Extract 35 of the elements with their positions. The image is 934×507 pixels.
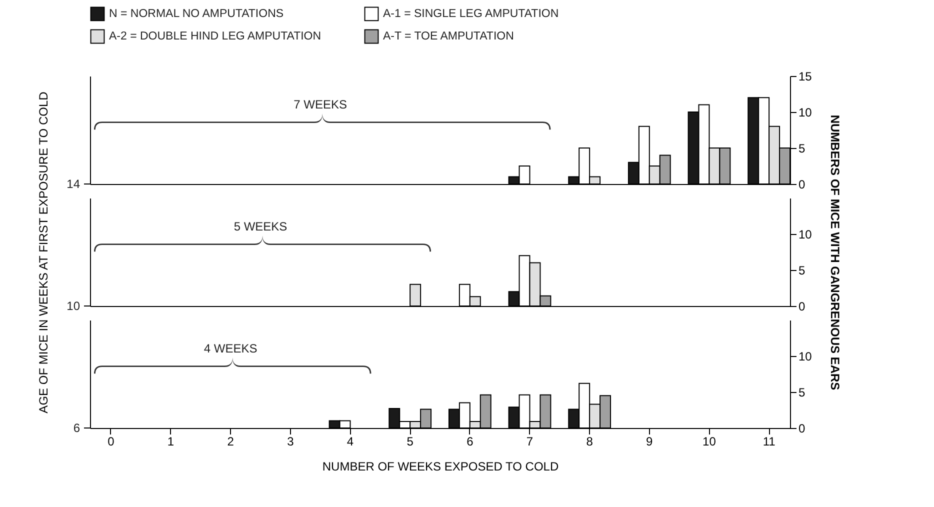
x-axis-title: NUMBER OF WEEKS EXPOSED TO COLD (322, 460, 559, 474)
annotation: 4 WEEKS (204, 342, 258, 356)
x-tick-label: 6 (466, 434, 474, 448)
x-tick-label: 0 (108, 434, 115, 448)
y2-tick-label: 15 (798, 70, 812, 84)
x-tick-label: 1 (167, 434, 174, 448)
x-tick-label: 5 (406, 434, 414, 448)
y2-tick-label: 10 (798, 106, 812, 120)
x-tick-label: 3 (287, 434, 294, 448)
y2-tick-label: 0 (798, 422, 806, 436)
y2-tick-label: 10 (798, 350, 812, 364)
text: 6 (73, 421, 80, 435)
legend-label: A-1 = SINGLE LEG AMPUTATION (383, 8, 559, 20)
x-tick-label: 10 (702, 434, 716, 448)
legend-label: N = NORMAL NO AMPUTATIONS (109, 8, 284, 20)
x-tick-label: 11 (762, 434, 776, 448)
y2-axis-title: NUMBERS OF MICE WITH GANGRENOUS EARS (828, 114, 842, 390)
x-tick-label: 9 (646, 434, 654, 448)
annotation: 7 WEEKS (294, 98, 348, 112)
x-tick-label: 7 (526, 434, 534, 448)
annotation: 5 WEEKS (234, 220, 288, 234)
text: 14 (66, 177, 80, 191)
y2-tick-label: 5 (798, 264, 806, 278)
x-tick-label: 2 (227, 434, 234, 448)
text: 10 (66, 299, 80, 313)
x-tick-label: 8 (586, 434, 594, 448)
x-tick-label: 4 (346, 434, 354, 448)
legend-label: A-2 = DOUBLE HIND LEG AMPUTATION (109, 30, 322, 42)
y2-tick-label: 10 (798, 228, 812, 242)
y2-tick-label: 5 (798, 386, 806, 400)
y2-tick-label: 0 (798, 300, 806, 314)
legend-label: A-T = TOE AMPUTATION (383, 30, 514, 42)
y2-tick-label: 5 (798, 142, 806, 156)
y2-tick-label: 0 (798, 178, 806, 192)
y-axis-title: AGE OF MICE IN WEEKS AT FIRST EXPOSURE TO COLD (36, 91, 50, 414)
